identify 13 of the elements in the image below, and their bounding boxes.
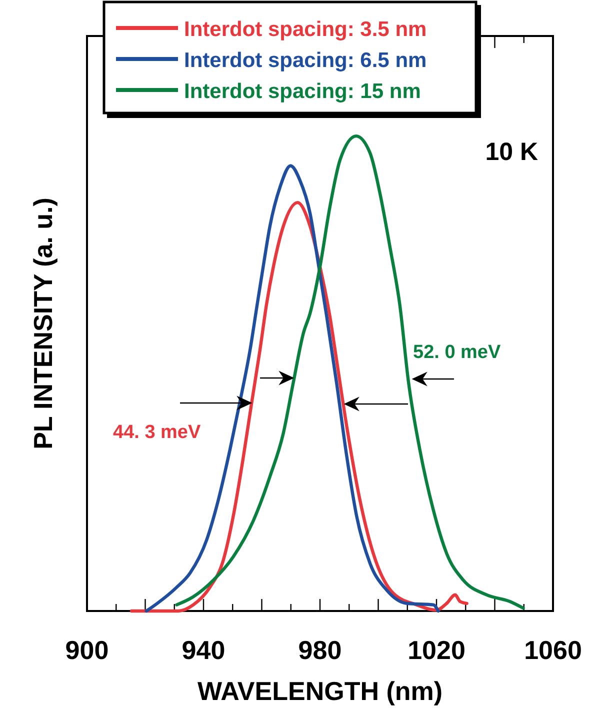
legend-label: Interdot spacing: 15 nm xyxy=(184,80,421,103)
x-tick-label: 1060 xyxy=(524,635,582,665)
annotation: 52. 0 meV xyxy=(413,342,501,363)
x-tick-label: 980 xyxy=(298,635,342,665)
x-tick-label: 900 xyxy=(65,635,109,665)
legend-label: Interdot spacing: 3.5 nm xyxy=(184,18,427,41)
y-axis-title: PL INTENSITY (a. u.) xyxy=(28,198,58,450)
x-tick-label: 1020 xyxy=(408,635,466,665)
annotation: 44. 3 meV xyxy=(113,422,201,443)
x-axis-title: WAVELENGTH (nm) xyxy=(197,676,443,706)
legend-label: Interdot spacing: 6.5 nm xyxy=(184,49,427,72)
annotation: 10 K xyxy=(485,138,538,166)
x-tick-label: 940 xyxy=(182,635,226,665)
